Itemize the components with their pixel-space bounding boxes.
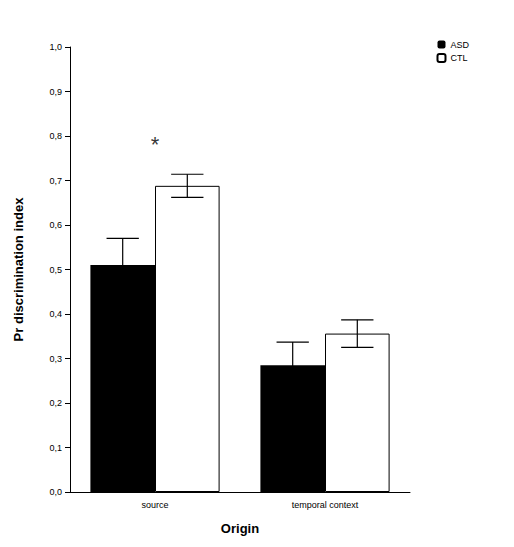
svg-text:1,0: 1,0 (49, 42, 62, 52)
svg-text:ASD: ASD (450, 40, 469, 50)
svg-text:0,7: 0,7 (49, 176, 62, 186)
svg-text:Origin: Origin (221, 521, 259, 536)
svg-text:0,5: 0,5 (49, 265, 62, 275)
svg-text:0,0: 0,0 (49, 487, 62, 497)
svg-text:0,2: 0,2 (49, 398, 62, 408)
svg-text:0,1: 0,1 (49, 443, 62, 453)
svg-text:0,4: 0,4 (49, 309, 62, 319)
svg-text:0,3: 0,3 (49, 354, 62, 364)
svg-text:Pr discrimination index: Pr discrimination index (11, 197, 26, 342)
svg-text:0,6: 0,6 (49, 220, 62, 230)
svg-text:0,8: 0,8 (49, 131, 62, 141)
svg-text:0,9: 0,9 (49, 87, 62, 97)
svg-text:source: source (141, 500, 168, 510)
svg-text:CTL: CTL (450, 53, 467, 63)
svg-text:*: * (151, 132, 160, 157)
svg-text:temporal context: temporal context (292, 500, 359, 510)
